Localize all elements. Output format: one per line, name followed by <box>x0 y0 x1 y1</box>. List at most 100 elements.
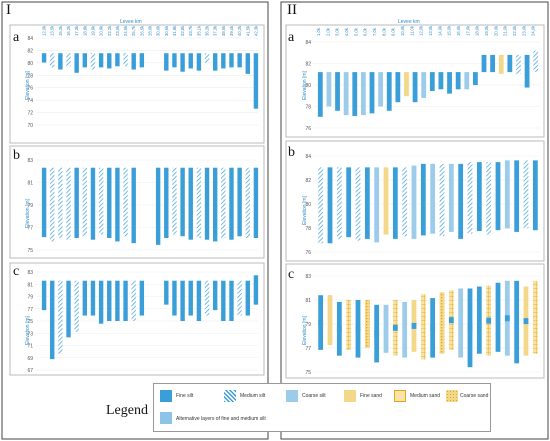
km-label: 30,6k <box>164 25 169 36</box>
tick-label: 75 <box>27 248 33 254</box>
legend-swatch-medsand <box>394 390 406 402</box>
tick-label: 81 <box>27 181 33 187</box>
y-label-IIa: Elevation [m] <box>302 71 308 100</box>
bar <box>237 167 242 237</box>
km-label: 15,0k <box>447 25 452 36</box>
bar <box>74 280 79 332</box>
legend-title: Legend <box>106 403 148 418</box>
bar-segment <box>355 325 361 332</box>
km-label: 1,0k <box>316 27 321 36</box>
legend-swatch-coarse <box>286 390 298 402</box>
bar <box>41 167 47 238</box>
panel-letter-IIc: c <box>288 267 295 282</box>
km-label: 26,5k <box>139 25 144 36</box>
bar <box>383 167 389 235</box>
bar <box>343 72 349 116</box>
legend: Fine silt Medium silt Coarse silt Fine s… <box>153 383 491 432</box>
tick-label: 76 <box>27 86 33 92</box>
panel-letter-Ib: b <box>13 148 20 163</box>
bar-segment <box>486 317 492 324</box>
bar <box>90 280 96 316</box>
y-label-Ib: Elevation [m] <box>25 199 31 228</box>
km-label: 37,3k <box>213 25 218 36</box>
km-label: 18,0k <box>475 25 480 36</box>
km-label: 19,9k <box>90 25 95 36</box>
bar <box>346 300 352 350</box>
km-label: 33,7k <box>188 25 193 36</box>
km-label: 20,9k <box>99 25 104 36</box>
legend-label-fine: Fine silt <box>176 393 194 399</box>
km-label: 20,0k <box>493 25 498 36</box>
legend-label-coarse: Coarse silt <box>302 393 326 399</box>
bar <box>196 167 202 238</box>
bar <box>82 167 88 237</box>
km-label: 22,0k <box>512 25 517 36</box>
bar <box>66 280 71 338</box>
bar <box>107 53 112 69</box>
bar <box>123 167 128 237</box>
tick-label: 77 <box>27 307 33 313</box>
bar <box>429 72 435 92</box>
tick-label: 79 <box>27 295 33 301</box>
km-label: 35,1k <box>196 25 201 36</box>
km-label: 30,0k <box>156 25 161 36</box>
km-label: 17,0k <box>465 25 470 36</box>
bar <box>467 162 473 234</box>
bar <box>212 167 218 242</box>
legend-label-alt: Alternative layers of fine and medium si… <box>176 416 266 422</box>
bar <box>411 165 417 239</box>
bar <box>66 167 71 240</box>
bar <box>355 167 361 241</box>
bar <box>253 53 259 109</box>
bar <box>58 280 63 354</box>
bar <box>458 288 464 358</box>
bar <box>164 167 169 238</box>
tick-label: 70 <box>27 123 33 129</box>
bar <box>439 163 445 237</box>
km-label: 5,0k <box>353 27 358 36</box>
bar <box>364 167 370 239</box>
bar <box>221 167 226 238</box>
bar <box>115 280 120 321</box>
bar <box>131 280 136 321</box>
tick-label: 73 <box>27 331 33 337</box>
tick-label: 72 <box>27 111 33 117</box>
tick-label: 78 <box>305 226 311 232</box>
km-label: 24,0k <box>531 25 536 36</box>
roman-I: I <box>6 2 11 18</box>
bar <box>180 53 185 72</box>
tick-label: 81 <box>27 282 33 288</box>
km-label: 23,0k <box>115 25 120 36</box>
bar-segment <box>392 324 398 331</box>
km-label: 36,2k <box>205 25 210 36</box>
bar <box>58 167 63 238</box>
bar <box>98 280 104 324</box>
bar <box>458 163 464 239</box>
tick-label: 69 <box>27 356 33 362</box>
bar <box>402 301 408 358</box>
bar <box>420 294 426 360</box>
bar <box>495 282 501 352</box>
bar <box>58 53 63 70</box>
km-label: 8,0k <box>381 27 386 36</box>
bar <box>533 50 539 73</box>
bar <box>352 72 358 116</box>
bar <box>448 163 454 232</box>
bar <box>245 167 250 238</box>
bar <box>369 72 375 114</box>
bar <box>486 162 492 235</box>
bar <box>74 53 79 73</box>
bar <box>82 53 88 68</box>
bar-segment <box>430 324 436 331</box>
bar <box>212 53 218 71</box>
km-label: 38,5k <box>221 25 226 36</box>
bar <box>131 167 136 244</box>
km-label: 11,0k <box>409 25 414 36</box>
bar <box>439 292 445 354</box>
bar <box>447 72 452 94</box>
bar <box>188 53 193 69</box>
bar <box>204 53 210 64</box>
bar <box>229 280 234 321</box>
bar <box>180 167 185 237</box>
tick-label: 80 <box>27 61 33 67</box>
